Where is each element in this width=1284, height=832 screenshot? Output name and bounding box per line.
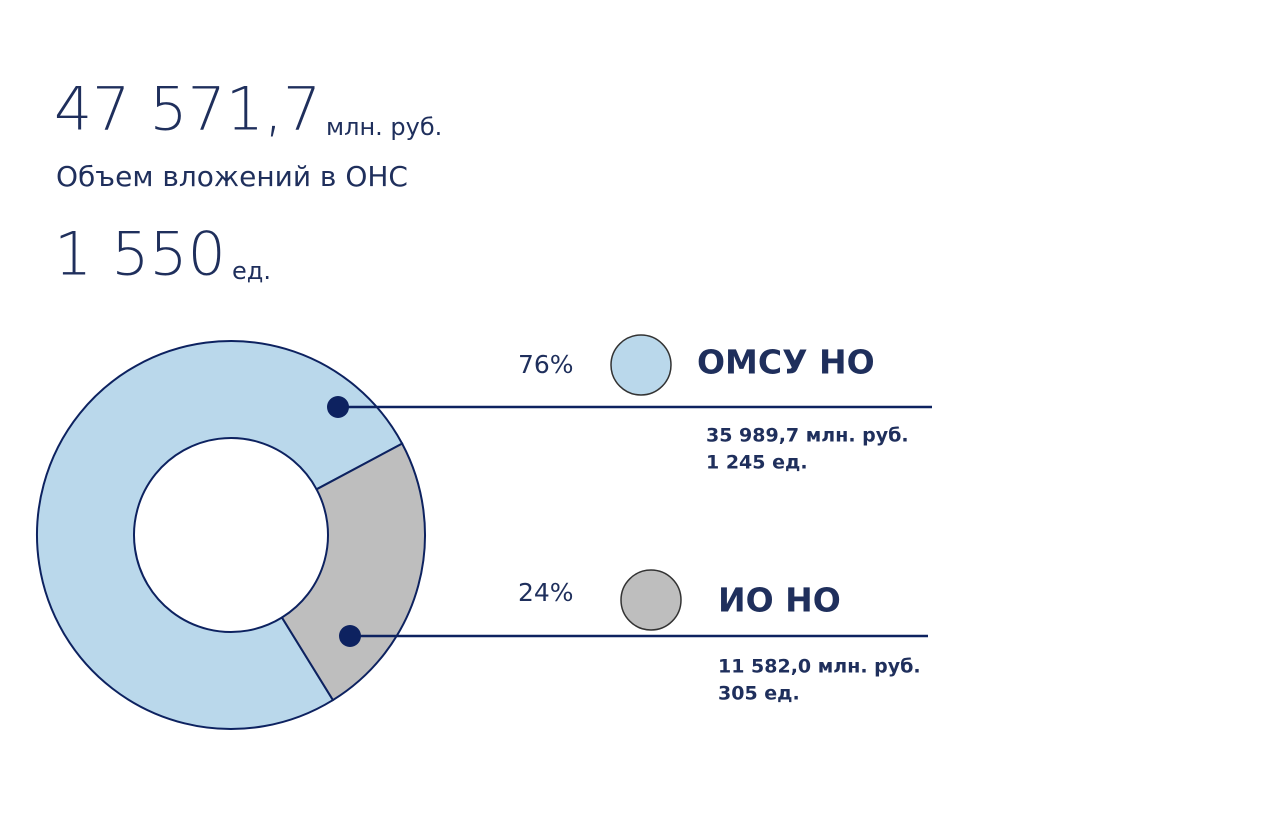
legend-label: ИО НО	[718, 581, 841, 620]
total-unit: млн. руб.	[326, 113, 442, 141]
percent-label: 24%	[518, 578, 574, 607]
detail-text: 1 245 ед.	[706, 452, 808, 474]
total-value: 47 571,7	[54, 75, 321, 145]
donut-slice	[36, 340, 404, 730]
detail-text: 11 582,0 млн. руб.	[718, 656, 921, 678]
detail-text: 305 ед.	[718, 683, 800, 705]
detail-text: 35 989,7 млн. руб.	[706, 425, 909, 447]
percent-label: 76%	[518, 350, 574, 379]
total-caption: Объем вложений в ОНС	[56, 160, 408, 193]
legend-swatch	[610, 334, 672, 396]
leader-dot	[327, 396, 349, 418]
legend-swatch	[620, 569, 682, 631]
count-unit: ед.	[232, 257, 271, 285]
count-value: 1 550	[54, 220, 226, 290]
leader-dot	[339, 625, 361, 647]
legend-label: ОМСУ НО	[697, 343, 875, 382]
